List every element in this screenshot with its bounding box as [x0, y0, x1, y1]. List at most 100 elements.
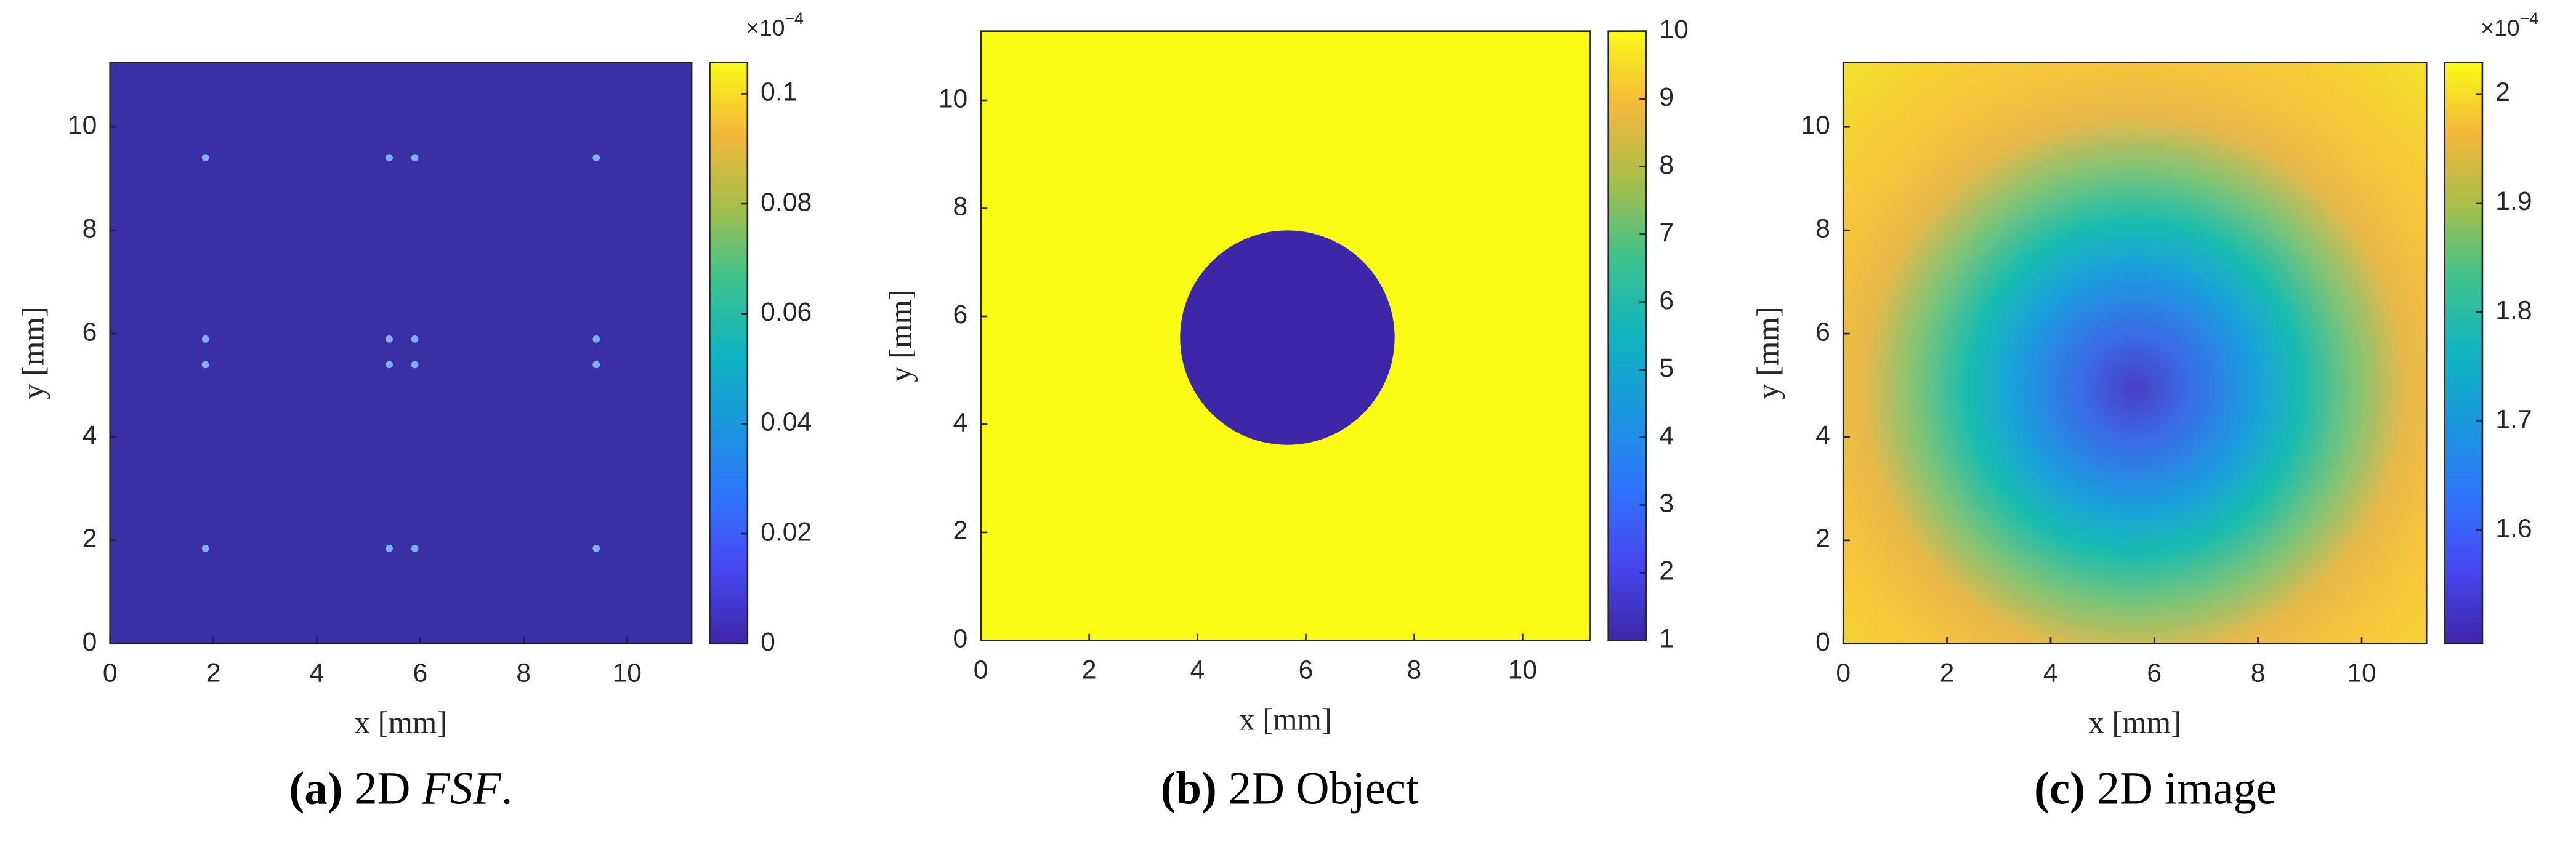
- colorbar-tick-label: 1.8: [2495, 295, 2532, 325]
- multiplier-base: ×10: [746, 15, 785, 41]
- axes-frame: [980, 30, 1591, 641]
- caption-label: (b): [1161, 763, 1217, 814]
- psf-peak: [411, 361, 419, 369]
- x-tick-label: 4: [2043, 659, 2058, 688]
- psf-peak: [386, 544, 393, 552]
- colorbar-tick-label: 6: [1659, 286, 1674, 315]
- caption-end: .: [501, 763, 513, 814]
- y-tick-label: 6: [953, 300, 968, 329]
- multiplier-exponent: −4: [785, 9, 804, 28]
- caption-text: 2D image: [2097, 763, 2277, 814]
- y-tick-label: 6: [83, 317, 97, 347]
- y-axis-label: y [mm]: [15, 307, 50, 399]
- psf-peak: [201, 544, 209, 552]
- y-tick-label: 0: [83, 627, 97, 657]
- x-tick-label: 8: [516, 659, 531, 688]
- x-tick-label: 8: [1407, 655, 1422, 684]
- caption-text: 2D: [354, 763, 410, 814]
- colorbar: [2444, 62, 2484, 645]
- colorbar-tick-label: 0.02: [761, 517, 812, 547]
- psf-peak: [201, 361, 209, 369]
- psf-peak: [592, 154, 600, 162]
- x-tick-label: 6: [413, 659, 428, 688]
- x-tick-label: 0: [103, 659, 118, 688]
- subplot: 0 2 4 6 8 10 0 2 4 6 8 10 x [mm] y [mm] 1 2 3 4 5 6 7 8 9 10 (b)…: [883, 15, 1689, 814]
- x-tick-label: 4: [310, 659, 325, 688]
- multiplier-exponent: −4: [2520, 9, 2539, 28]
- colorbar-tick-label: 1.9: [2495, 187, 2532, 216]
- axes-frame: [1842, 62, 2428, 645]
- x-tick-label: 10: [2347, 659, 2376, 688]
- x-tick-label: 0: [1836, 659, 1851, 688]
- colorbar-tick-label: 2: [2495, 78, 2510, 107]
- y-tick-label: 2: [83, 524, 97, 553]
- psf-peak: [386, 335, 393, 343]
- subplot: 0 2 4 6 8 10 0 2 4 6 8 10 x [mm] y [mm] 0 0.02 0.04 0.06 0…: [15, 9, 812, 814]
- psf-peak: [201, 154, 209, 162]
- x-tick-label: 6: [1299, 655, 1314, 684]
- y-tick-label: 8: [83, 214, 97, 243]
- y-tick-label: 4: [953, 408, 968, 438]
- colorbar-tick-label: 10: [1659, 15, 1688, 44]
- caption: (c) 2D image: [2034, 763, 2277, 814]
- psf-peak: [411, 335, 419, 343]
- colorbar-tick-label: 9: [1659, 82, 1674, 112]
- colorbar-tick-label: 3: [1659, 489, 1674, 518]
- subplot: 0 2 4 6 8 10 0 2 4 6 8 10 x [mm] y [mm] 1.6 1.7 1.8 1.9 2 ×…: [1750, 9, 2538, 814]
- colorbar-tick-label: 2: [1659, 556, 1674, 586]
- x-axis-label: x [mm]: [1239, 702, 1332, 736]
- x-tick-label: 10: [612, 659, 641, 688]
- x-tick-label: 0: [974, 655, 988, 684]
- caption: (a) 2D FSF.: [289, 763, 512, 814]
- colorbar-tick-label: 4: [1659, 421, 1674, 451]
- y-tick-label: 0: [1815, 627, 1830, 657]
- x-tick-label: 8: [2251, 659, 2266, 688]
- psf-peak: [592, 361, 600, 369]
- psf-peak: [411, 154, 419, 162]
- colorbar-multiplier: ×10−4: [2481, 9, 2538, 41]
- caption-label: (c): [2034, 763, 2085, 814]
- psf-peak: [592, 544, 600, 552]
- x-tick-label: 6: [2147, 659, 2162, 688]
- colorbar-tick-label: 5: [1659, 353, 1674, 383]
- x-tick-label: 2: [206, 659, 221, 688]
- axes-frame: [109, 62, 693, 645]
- heatmap-image: [110, 62, 692, 644]
- x-axis-label: x [mm]: [2088, 705, 2181, 740]
- psf-peak: [411, 544, 419, 552]
- colorbar-tick-label: 0.08: [761, 187, 812, 217]
- x-tick-label: 2: [1940, 659, 1955, 688]
- colorbar-tick-label: 1.7: [2495, 405, 2532, 435]
- colorbar-tick-label: 1: [1659, 624, 1674, 654]
- caption-text: 2D Object: [1229, 763, 1419, 814]
- multiplier-base: ×10: [2481, 15, 2519, 41]
- colorbar-tick-label: 8: [1659, 150, 1674, 180]
- y-tick-label: 8: [1815, 214, 1830, 243]
- y-tick-label: 4: [83, 420, 97, 450]
- y-tick-label: 10: [939, 84, 967, 113]
- x-tick-label: 4: [1190, 655, 1205, 684]
- psf-peak: [201, 335, 209, 343]
- caption-label: (a): [289, 763, 342, 814]
- colorbar: [1607, 30, 1647, 641]
- x-tick-label: 2: [1082, 655, 1097, 684]
- y-axis-label: y [mm]: [1750, 307, 1785, 399]
- colorbar-multiplier: ×10−4: [746, 9, 804, 41]
- y-tick-label: 2: [953, 516, 968, 545]
- object-disk: [1180, 230, 1395, 445]
- psf-peak: [386, 361, 393, 369]
- y-tick-label: 10: [1801, 111, 1830, 140]
- y-tick-label: 8: [953, 192, 968, 222]
- colorbar-tick-label: 0.04: [761, 407, 812, 437]
- heatmap-image: [1843, 62, 2427, 644]
- y-tick-label: 4: [1815, 420, 1830, 450]
- colorbar: [709, 62, 749, 645]
- caption-italic: FSF: [421, 763, 502, 814]
- psf-peak: [592, 335, 600, 343]
- y-tick-label: 2: [1815, 524, 1830, 553]
- colorbar-tick-label: 1.6: [2495, 514, 2532, 544]
- y-tick-label: 10: [68, 111, 97, 140]
- x-tick-label: 10: [1508, 655, 1537, 684]
- colorbar-tick-label: 0.1: [761, 78, 797, 107]
